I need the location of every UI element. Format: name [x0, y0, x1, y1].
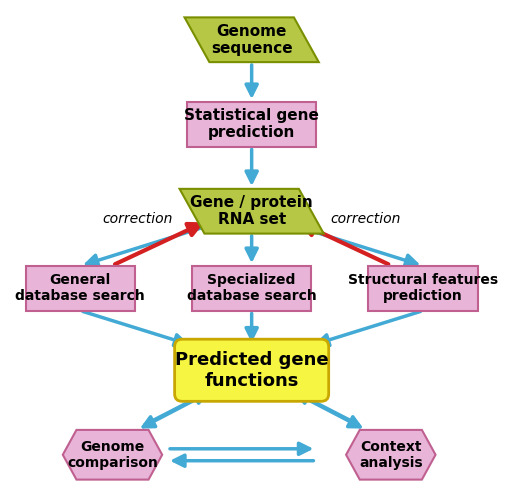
Text: correction: correction: [102, 212, 173, 226]
Text: correction: correction: [331, 212, 401, 226]
Text: Structural features
prediction: Structural features prediction: [348, 273, 498, 303]
Polygon shape: [63, 430, 162, 480]
FancyBboxPatch shape: [192, 266, 311, 311]
Text: Gene / protein
RNA set: Gene / protein RNA set: [190, 195, 313, 228]
Polygon shape: [346, 430, 436, 480]
FancyBboxPatch shape: [369, 266, 478, 311]
Text: Context
analysis: Context analysis: [359, 440, 422, 470]
Text: Genome
comparison: Genome comparison: [67, 440, 158, 470]
Polygon shape: [180, 189, 324, 234]
FancyBboxPatch shape: [187, 102, 316, 147]
Text: Specialized
database search: Specialized database search: [187, 273, 316, 303]
FancyBboxPatch shape: [175, 339, 329, 402]
Text: Predicted gene
functions: Predicted gene functions: [175, 351, 329, 390]
Text: Statistical gene
prediction: Statistical gene prediction: [184, 108, 319, 141]
Text: General
database search: General database search: [15, 273, 145, 303]
Text: Genome
sequence: Genome sequence: [211, 23, 292, 56]
Polygon shape: [184, 17, 319, 62]
FancyBboxPatch shape: [26, 266, 135, 311]
